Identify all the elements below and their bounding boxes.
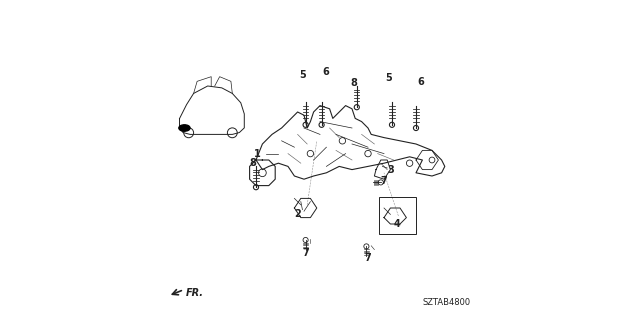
Text: 2: 2 [294,209,301,220]
Text: SZTAB4800: SZTAB4800 [422,298,470,307]
Text: 6: 6 [417,76,424,87]
Text: 8: 8 [350,78,357,88]
Text: 4: 4 [394,219,400,229]
Text: 5: 5 [385,73,392,84]
Text: 1: 1 [254,148,261,159]
Text: 7: 7 [365,252,371,263]
Text: 3: 3 [387,164,394,175]
Text: 6: 6 [323,67,329,77]
Ellipse shape [179,125,190,131]
Text: FR.: FR. [186,288,204,298]
Text: 5: 5 [299,70,306,80]
Text: 7: 7 [381,176,387,187]
Text: 8: 8 [250,158,256,168]
Text: 7: 7 [303,248,309,259]
Bar [380,197,416,234]
